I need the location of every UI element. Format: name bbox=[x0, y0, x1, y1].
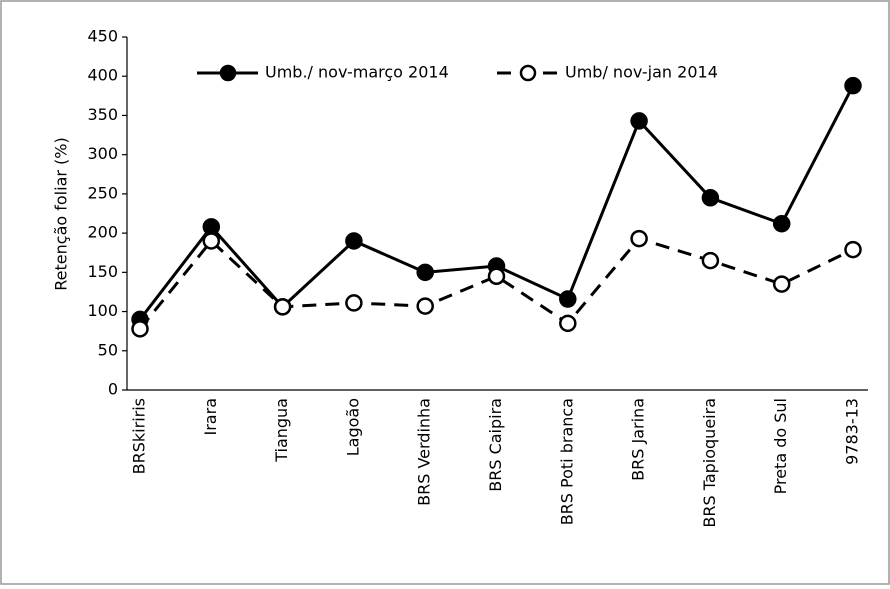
y-tick-label: 400 bbox=[87, 66, 118, 85]
x-tick-label: 9783-13 bbox=[843, 398, 862, 465]
data-point bbox=[630, 229, 648, 248]
y-tick-label: 150 bbox=[87, 262, 118, 281]
legend-marker bbox=[519, 64, 537, 82]
data-point bbox=[273, 298, 292, 316]
y-tick-label: 50 bbox=[98, 340, 118, 359]
x-tick-label: Irara bbox=[201, 398, 220, 435]
data-point bbox=[772, 275, 791, 293]
y-tick-label: 300 bbox=[87, 144, 118, 163]
x-tick-label: BRS Caipira bbox=[486, 398, 505, 492]
data-point bbox=[559, 290, 577, 308]
x-tick-label: Lagoão bbox=[343, 398, 362, 456]
data-point bbox=[416, 263, 434, 282]
x-tick-label: BRSkiriris bbox=[130, 398, 149, 474]
y-tick-label: 100 bbox=[87, 301, 118, 320]
x-tick-label: Preta do Sul bbox=[771, 398, 790, 494]
data-point bbox=[345, 294, 363, 312]
data-point bbox=[131, 320, 149, 338]
x-tick-label: BRS Poti branca bbox=[557, 398, 576, 525]
data-point bbox=[202, 218, 221, 236]
data-point bbox=[844, 76, 862, 95]
y-tick-label: 450 bbox=[87, 27, 118, 46]
x-tick-label: BRS Verdinha bbox=[415, 398, 434, 506]
series-line bbox=[138, 236, 854, 330]
x-tick-label: BRS Jarina bbox=[629, 398, 648, 481]
data-point bbox=[701, 251, 720, 270]
data-point bbox=[559, 314, 577, 333]
data-point bbox=[416, 297, 434, 315]
y-tick-label: 0 bbox=[108, 380, 118, 399]
data-point bbox=[345, 232, 363, 250]
legend-label: Umb/ nov-jan 2014 bbox=[565, 63, 718, 82]
y-axis-label: Retenção foliar (%) bbox=[52, 137, 71, 290]
data-point bbox=[772, 214, 791, 233]
x-tick-label: Tiangua bbox=[272, 398, 291, 463]
y-tick-label: 250 bbox=[87, 183, 118, 202]
y-tick-label: 200 bbox=[87, 223, 118, 242]
x-tick-label: BRS Tapioqueira bbox=[700, 398, 719, 528]
data-point bbox=[701, 189, 720, 207]
legend-marker bbox=[219, 64, 237, 82]
data-point bbox=[630, 112, 648, 130]
data-point bbox=[202, 232, 221, 250]
y-tick-label: 350 bbox=[87, 105, 118, 124]
data-point bbox=[844, 240, 862, 259]
data-point bbox=[487, 267, 506, 286]
legend-label: Umb./ nov-março 2014 bbox=[265, 63, 449, 82]
